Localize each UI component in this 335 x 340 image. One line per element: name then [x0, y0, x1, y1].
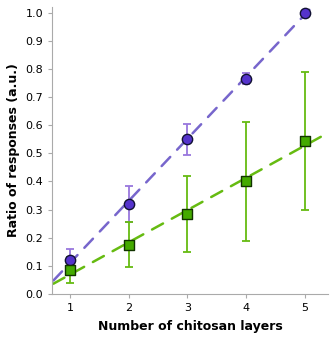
Point [302, 138, 307, 143]
Point [185, 211, 190, 217]
Point [243, 179, 249, 184]
Point [243, 76, 249, 82]
Point [126, 201, 131, 207]
Y-axis label: Ratio of responses (a.u.): Ratio of responses (a.u.) [7, 64, 20, 237]
Point [185, 137, 190, 142]
Point [126, 242, 131, 248]
Point [302, 10, 307, 15]
X-axis label: Number of chitosan layers: Number of chitosan layers [98, 320, 282, 333]
Point [67, 258, 73, 263]
Point [67, 268, 73, 273]
